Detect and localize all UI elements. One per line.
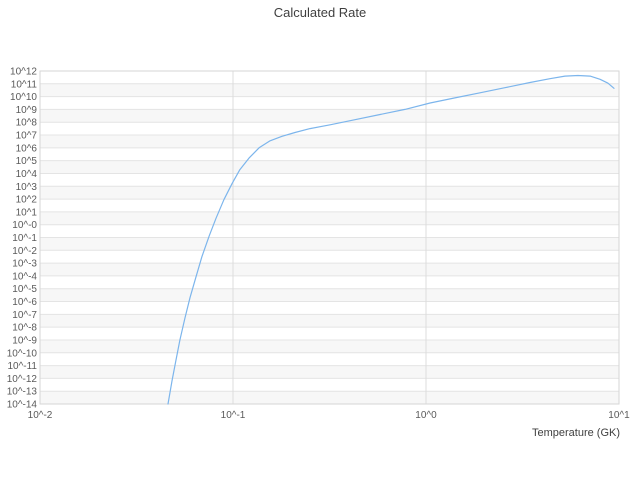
plot-band bbox=[40, 339, 619, 353]
y-tick-label: 10^-7 bbox=[12, 310, 37, 321]
x-tick-label: 10^1 bbox=[608, 410, 630, 421]
y-tick-label: 10^12 bbox=[10, 67, 37, 78]
y-tick-label: 10^9 bbox=[16, 105, 38, 116]
y-tick-label: 10^5 bbox=[16, 156, 38, 167]
plot-band bbox=[40, 314, 619, 328]
plot-band bbox=[40, 288, 619, 302]
y-tick-label: 10^-9 bbox=[12, 335, 37, 346]
y-tick-label: 10^-8 bbox=[12, 323, 37, 334]
chart-title: Calculated Rate bbox=[274, 5, 367, 20]
x-tick-label: 10^-1 bbox=[221, 410, 246, 421]
y-tick-label: 10^1 bbox=[16, 207, 38, 218]
plot-band bbox=[40, 211, 619, 225]
y-tick-label: 10^-14 bbox=[7, 400, 38, 411]
y-tick-label: 10^6 bbox=[16, 143, 38, 154]
series-layer bbox=[167, 74, 615, 405]
x-tick-label: 10^-2 bbox=[28, 410, 53, 421]
y-tick-label: 10^-11 bbox=[7, 361, 37, 372]
y-tick-label: 10^-2 bbox=[12, 246, 37, 257]
grid-layer bbox=[39, 70, 620, 405]
plot-band bbox=[40, 186, 619, 200]
rate-curve bbox=[167, 74, 615, 405]
plot-band bbox=[40, 263, 619, 276]
plot-band bbox=[40, 109, 619, 123]
y-tick-label: 10^11 bbox=[11, 79, 38, 90]
y-tick-label: 10^8 bbox=[16, 118, 38, 129]
y-tick-label: 10^-5 bbox=[12, 284, 37, 295]
y-tick-label: 10^-12 bbox=[7, 374, 38, 385]
y-tick-label: 10^-1 bbox=[12, 233, 37, 244]
y-tick-label: 10^-4 bbox=[12, 271, 37, 282]
plot-band bbox=[40, 135, 619, 148]
plot-band bbox=[40, 365, 619, 379]
y-tick-label: 10^7 bbox=[16, 131, 38, 142]
y-tick-label: 10^-10 bbox=[7, 348, 38, 359]
plot-band bbox=[40, 160, 619, 174]
y-tick-label: 10^-13 bbox=[7, 387, 38, 398]
x-tick-label: 10^0 bbox=[415, 410, 437, 421]
y-tick-label: 10^10 bbox=[10, 92, 37, 103]
y-tick-label: 10^4 bbox=[16, 169, 38, 180]
band-layer bbox=[40, 83, 619, 404]
y-tick-label: 10^-0 bbox=[12, 220, 37, 231]
y-tick-label: 10^3 bbox=[16, 182, 38, 193]
plot-border bbox=[39, 70, 620, 405]
y-tick-label: 10^2 bbox=[16, 195, 38, 206]
plot-band bbox=[40, 83, 619, 97]
y-tick-label: 10^-6 bbox=[12, 297, 37, 308]
plot-band bbox=[40, 237, 619, 251]
plot-band bbox=[40, 391, 619, 404]
y-tick-label: 10^-3 bbox=[12, 259, 37, 270]
x-axis-label: Temperature (GK) bbox=[532, 427, 620, 439]
